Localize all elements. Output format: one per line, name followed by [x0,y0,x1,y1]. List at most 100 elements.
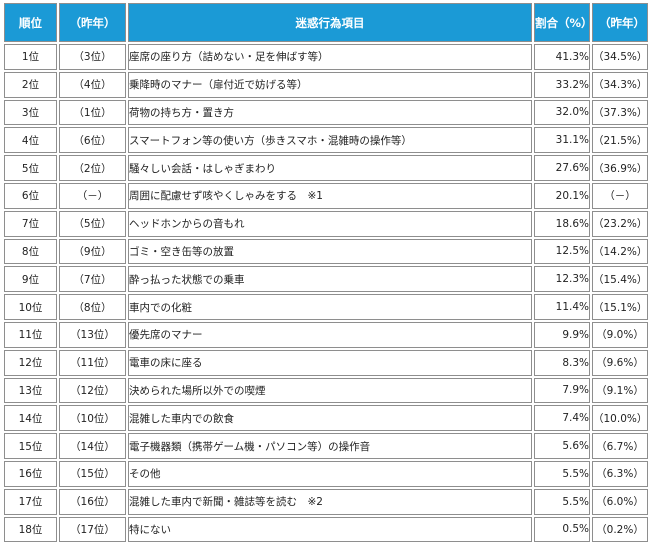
cell-rank: 16位 [4,460,57,487]
cell-item: 荷物の持ち方・置き方 [128,99,532,126]
cell-prev-percentage: （10.0%） [592,405,648,432]
table-row: 8位 （9位） ゴミ・空き缶等の放置 12.5% （14.2%） [4,238,648,265]
cell-item: 騒々しい会話・はしゃぎまわり [128,155,532,181]
header-percentage: 割合（%） [534,3,590,42]
cell-prev-rank: （3位） [59,44,126,70]
cell-rank: 14位 [4,405,57,432]
cell-rank: 2位 [4,71,57,98]
header-rank: 順位 [4,3,57,42]
cell-prev-percentage: （21.5%） [592,127,648,154]
cell-rank: 4位 [4,127,57,154]
table-row: 16位 （15位） その他 5.5% （6.3%） [4,460,648,487]
cell-percentage: 12.5% [534,238,590,265]
cell-item: 優先席のマナー [128,321,532,348]
cell-prev-percentage: （6.3%） [592,460,648,487]
cell-percentage: 7.4% [534,405,590,432]
table-row: 15位 （14位） 電子機器類（携帯ゲーム機・パソコン等）の操作音 5.6% （… [4,433,648,459]
cell-item: 乗降時のマナー（扉付近で妨げる等） [128,71,532,98]
cell-prev-rank: （17位） [59,516,126,543]
cell-item: 酔っ払った状態での乗車 [128,266,532,293]
cell-rank: 9位 [4,266,57,293]
cell-percentage: 8.3% [534,349,590,376]
cell-prev-rank: （9位） [59,238,126,265]
cell-prev-rank: （15位） [59,460,126,487]
table-row: 9位 （7位） 酔っ払った状態での乗車 12.3% （15.4%） [4,266,648,293]
table-row: 11位 （13位） 優先席のマナー 9.9% （9.0%） [4,321,648,348]
cell-prev-rank: （16位） [59,488,126,515]
cell-item: 電車の床に座る [128,349,532,376]
table-row: 13位 （12位） 決められた場所以外での喫煙 7.9% （9.1%） [4,377,648,404]
cell-percentage: 0.5% [534,516,590,543]
table-row: 10位 （8位） 車内での化粧 11.4% （15.1%） [4,294,648,320]
cell-prev-rank: （－） [59,182,126,209]
cell-percentage: 27.6% [534,155,590,181]
cell-rank: 13位 [4,377,57,404]
cell-prev-percentage: （9.0%） [592,321,648,348]
cell-percentage: 5.5% [534,460,590,487]
cell-item: スマートフォン等の使い方（歩きスマホ・混雑時の操作等） [128,127,532,154]
table-row: 5位 （2位） 騒々しい会話・はしゃぎまわり 27.6% （36.9%） [4,155,648,181]
cell-rank: 3位 [4,99,57,126]
cell-percentage: 11.4% [534,294,590,320]
cell-prev-rank: （8位） [59,294,126,320]
cell-prev-percentage: （23.2%） [592,210,648,237]
cell-prev-percentage: （36.9%） [592,155,648,181]
cell-prev-percentage: （14.2%） [592,238,648,265]
cell-percentage: 12.3% [534,266,590,293]
cell-percentage: 5.5% [534,488,590,515]
cell-prev-percentage: （37.3%） [592,99,648,126]
cell-prev-rank: （2位） [59,155,126,181]
cell-prev-rank: （7位） [59,266,126,293]
cell-prev-percentage: （6.0%） [592,488,648,515]
cell-prev-rank: （6位） [59,127,126,154]
cell-rank: 12位 [4,349,57,376]
table-row: 6位 （－） 周囲に配慮せず咳やくしゃみをする ※1 20.1% （－） [4,182,648,209]
cell-percentage: 31.1% [534,127,590,154]
table-row: 1位 （3位） 座席の座り方（詰めない・足を伸ばす等） 41.3% （34.5%… [4,44,648,70]
cell-item: 車内での化粧 [128,294,532,320]
header-row: 順位 （昨年） 迷惑行為項目 割合（%） （昨年） [4,3,648,42]
cell-item: 周囲に配慮せず咳やくしゃみをする ※1 [128,182,532,209]
cell-prev-percentage: （6.7%） [592,433,648,459]
cell-percentage: 32.0% [534,99,590,126]
cell-prev-percentage: （34.3%） [592,71,648,98]
table-row: 4位 （6位） スマートフォン等の使い方（歩きスマホ・混雑時の操作等） 31.1… [4,127,648,154]
cell-rank: 18位 [4,516,57,543]
cell-rank: 17位 [4,488,57,515]
cell-item: 特にない [128,516,532,543]
cell-percentage: 7.9% [534,377,590,404]
table-row: 3位 （1位） 荷物の持ち方・置き方 32.0% （37.3%） [4,99,648,126]
cell-prev-rank: （5位） [59,210,126,237]
table-row: 18位 （17位） 特にない 0.5% （0.2%） [4,516,648,543]
cell-item: 座席の座り方（詰めない・足を伸ばす等） [128,44,532,70]
cell-rank: 6位 [4,182,57,209]
cell-prev-rank: （1位） [59,99,126,126]
cell-rank: 15位 [4,433,57,459]
cell-rank: 8位 [4,238,57,265]
cell-prev-rank: （12位） [59,377,126,404]
table-body: 1位 （3位） 座席の座り方（詰めない・足を伸ばす等） 41.3% （34.5%… [4,44,648,543]
cell-rank: 10位 [4,294,57,320]
cell-prev-percentage: （34.5%） [592,44,648,70]
cell-item: その他 [128,460,532,487]
cell-rank: 7位 [4,210,57,237]
cell-prev-percentage: （15.1%） [592,294,648,320]
cell-rank: 11位 [4,321,57,348]
cell-percentage: 9.9% [534,321,590,348]
cell-prev-rank: （10位） [59,405,126,432]
table-row: 14位 （10位） 混雑した車内での飲食 7.4% （10.0%） [4,405,648,432]
header-prev-percentage: （昨年） [592,3,648,42]
cell-item: 混雑した車内での飲食 [128,405,532,432]
cell-prev-percentage: （9.6%） [592,349,648,376]
table-row: 12位 （11位） 電車の床に座る 8.3% （9.6%） [4,349,648,376]
cell-prev-rank: （11位） [59,349,126,376]
cell-prev-percentage: （9.1%） [592,377,648,404]
cell-prev-percentage: （－） [592,182,648,209]
cell-percentage: 33.2% [534,71,590,98]
cell-percentage: 20.1% [534,182,590,209]
cell-percentage: 41.3% [534,44,590,70]
cell-prev-rank: （14位） [59,433,126,459]
table-row: 7位 （5位） ヘッドホンからの音もれ 18.6% （23.2%） [4,210,648,237]
